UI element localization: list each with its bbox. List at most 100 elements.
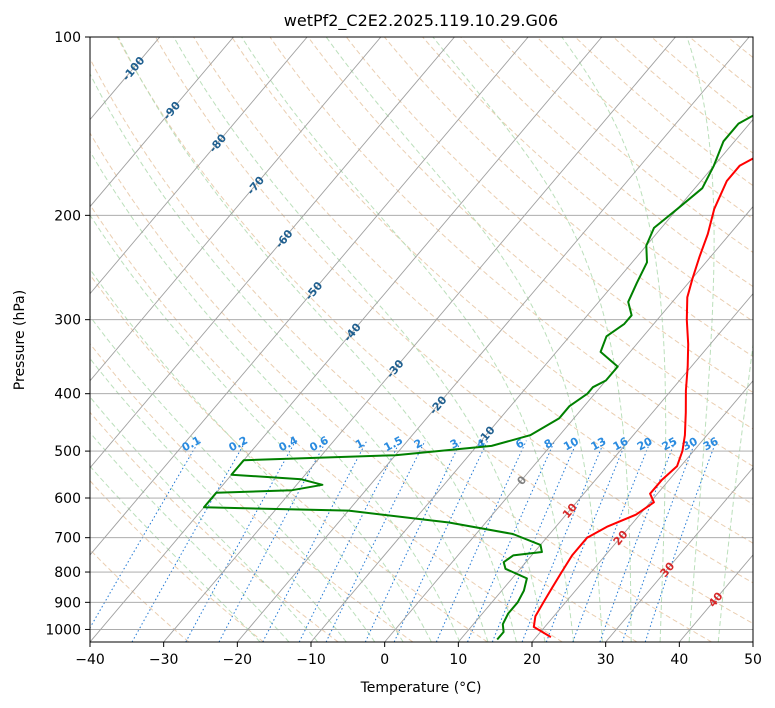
mixing-ratio-label: 13 [589,435,609,454]
isotherm-line [236,37,750,642]
mixing-ratio-line [491,440,578,642]
y-tick-label: 900 [54,595,81,611]
moist-adiabat [90,396,319,642]
y-tick-label: 500 [54,444,81,460]
dry-adiabat [90,548,190,642]
mixing-ratio-line [90,440,200,629]
mixing-ratio-label: 10 [561,435,581,454]
moist-adiabat [117,37,517,642]
dry-adiabat [613,37,753,154]
mixing-ratio-label: 2 [412,436,425,451]
isotherm-line [90,37,529,556]
y-tick-label: 800 [54,565,81,581]
dry-adiabat [90,411,339,642]
plot-area: 0.1 0.2 0.4 0.6 1 1.5 2 3 4 6 8 10 13 16 20 25 30 36 -100… [0,37,775,642]
x-tick-label: 50 [744,652,762,668]
pressure-gridlines [90,37,753,630]
mixing-ratio-line [435,440,527,642]
chart-title: wetPf2_C2E2.2025.119.10.29.G06 [284,11,558,31]
moist-adiabat [90,214,432,642]
mixing-ratio-label: 16 [611,435,631,454]
isotherm-line [90,37,382,382]
moist-adiabat [90,465,261,642]
dry-adiabat [689,37,753,90]
x-tick-label: −40 [75,652,105,668]
y-tick-label: 200 [54,208,81,224]
x-axis: −40 −30 −20 −10 0 10 20 30 40 50 [75,642,762,668]
isotherm-line [90,37,308,295]
x-tick-label: −20 [223,652,253,668]
isotherm-line [531,380,753,642]
x-tick-label: 40 [670,652,688,668]
isotherm-line [310,118,753,642]
isotherm-line [90,37,603,642]
dry-adiabat [116,37,753,625]
x-tick-label: 20 [523,652,541,668]
mixing-ratio-line [393,440,489,642]
dry-adiabat [651,37,753,122]
dry-adiabat [536,37,753,220]
mixing-ratio-lines [90,440,717,642]
dry-adiabat [345,37,753,394]
moist-adiabat [90,357,347,642]
temperature-profile-line [532,157,753,638]
dry-adiabat [155,37,753,584]
isotherm-line [0,37,12,642]
moist-adiabat [686,37,715,642]
x-tick-label: −30 [149,652,179,668]
dry-adiabat [90,480,264,642]
mixing-ratio-line [298,440,401,642]
mixing-ratio-line [218,440,327,642]
mixing-ratio-label: 1 [353,436,366,451]
mixing-ratio-line [621,440,697,642]
dry-adiabat [90,57,712,642]
sounding-profiles [203,114,753,641]
y-tick-label: 100 [54,30,81,46]
plot-frame [89,36,754,643]
moist-adiabat [90,72,489,642]
x-tick-label: −10 [296,652,326,668]
mixing-ratio-line [599,440,676,642]
isotherm-line [752,641,753,642]
x-axis-label: Temperature (°C) [360,680,482,696]
mixing-ratio-line [131,440,247,642]
isotherm-line [457,292,753,642]
y-tick-label: 400 [54,387,81,403]
mixing-ratio-label: 8 [542,436,555,451]
moist-adiabat [173,37,546,642]
mixing-ratio-line [521,440,606,642]
isotherm-line [384,205,753,642]
isotherm-label: -100 [120,54,148,84]
y-axis-label: Pressure (hPa) [12,290,28,390]
moist-adiabat [325,37,603,642]
moist-adiabat [432,37,632,642]
mixing-ratio-label: 20 [635,435,655,454]
dry-adiabat [384,37,753,358]
x-tick-label: 10 [449,652,467,668]
moist-adiabat [90,150,461,642]
moist-adiabat [90,268,404,642]
y-tick-label: 1000 [45,622,81,638]
y-tick-label: 600 [54,491,81,507]
moist-adiabats [90,37,753,642]
y-axis: 100 200 300 400 500 600 700 800 900 1000 [45,30,90,638]
dry-adiabat [231,37,753,505]
dry-adiabat [422,37,753,322]
mixing-ratio-line [644,440,717,642]
dry-adiabat [766,37,775,642]
x-tick-label: 30 [597,652,615,668]
dry-adiabat [90,132,638,642]
isotherm-line [163,37,676,642]
dry-adiabat [460,37,753,288]
moist-adiabat [90,431,290,642]
moist-adiabat [241,37,575,642]
dry-adiabat [307,37,753,430]
dry-adiabat [90,273,488,642]
mixing-ratio-line [325,440,426,642]
mixing-ratio-line [262,440,368,642]
dry-adiabat [90,203,563,642]
moist-adiabat [90,315,376,642]
moist-adiabat [561,37,667,642]
